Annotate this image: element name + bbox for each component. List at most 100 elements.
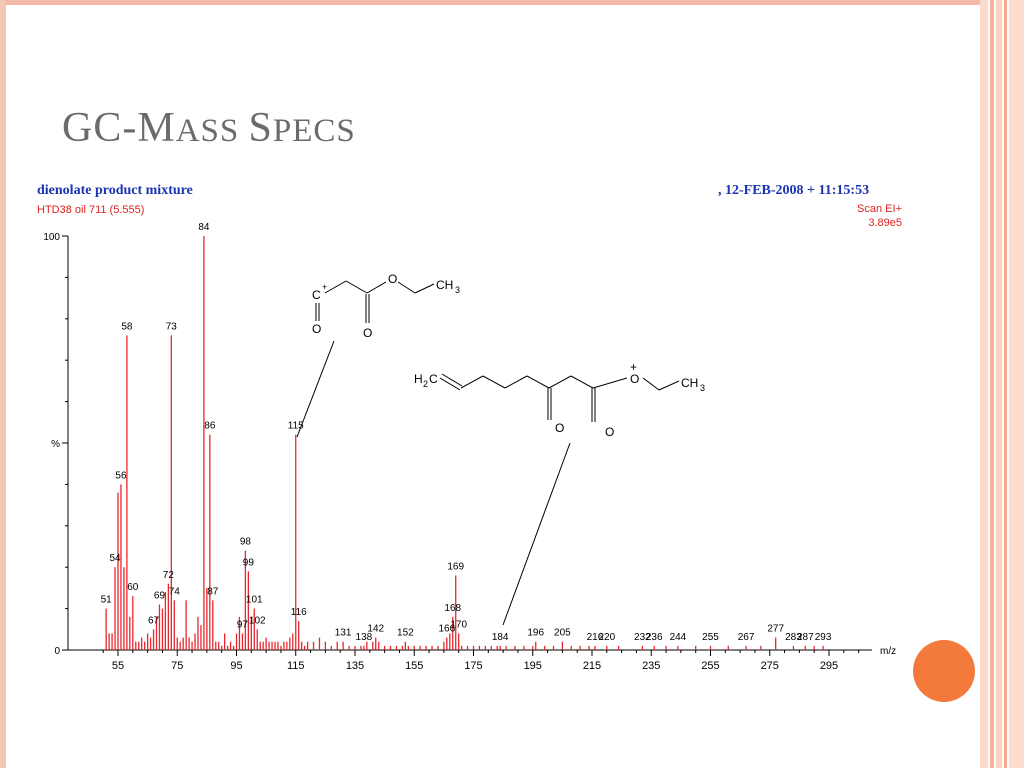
peak-label-131: 131: [335, 628, 352, 639]
peak-label-138: 138: [356, 632, 373, 643]
structure-atom-label: O: [605, 425, 614, 439]
slide-stripe: [996, 0, 1002, 768]
peak-label-205: 205: [554, 628, 571, 639]
peak-label-244: 244: [670, 632, 687, 643]
peak-label-152: 152: [397, 628, 414, 639]
x-tick-label: 95: [230, 660, 242, 672]
x-tick-label: 135: [346, 660, 364, 672]
peak-label-287: 287: [797, 632, 814, 643]
x-tick-label: 155: [405, 660, 423, 672]
chart-date: , 12-FEB-2008 + 11:15:53: [718, 183, 870, 198]
peak-label-99: 99: [243, 557, 255, 568]
x-tick-label: 295: [820, 660, 838, 672]
structure-atom-label: O: [363, 326, 372, 340]
peak-label-73: 73: [166, 321, 178, 332]
structure-atom-label: 3: [700, 383, 705, 393]
intensity-label: 3.89e5: [868, 217, 902, 229]
peak-label-56: 56: [115, 470, 127, 481]
peak-label-102: 102: [249, 615, 266, 626]
structure-atom-label: C: [429, 372, 438, 386]
x-tick-label: 275: [761, 660, 779, 672]
y-tick-label: %: [51, 439, 60, 450]
slide-stripe: [1004, 0, 1007, 768]
slide-stripe: [990, 0, 994, 768]
peak-label-267: 267: [738, 632, 755, 643]
chart-peaks: [105, 236, 824, 650]
peak-label-232: 232: [634, 632, 651, 643]
peak-label-169: 169: [447, 561, 464, 572]
structure-molecular-ion: H 2 C + O O O CH 3: [414, 360, 705, 626]
peak-label-98: 98: [240, 537, 252, 548]
structure-atom-label: 2: [423, 379, 428, 389]
slide-border-left: [0, 0, 6, 768]
structure-atom-label: O: [630, 372, 639, 386]
peak-label-166: 166: [438, 624, 455, 635]
peak-label-216: 216: [587, 632, 604, 643]
structure-atom-label: 3: [455, 285, 460, 295]
structure-atom-label: C: [312, 288, 321, 302]
peak-label-86: 86: [204, 421, 216, 432]
chart-axes: 100%055 75 95 115 135 155 175 195 215 235 255 275 29…: [43, 232, 896, 672]
peak-label-54: 54: [109, 553, 121, 564]
x-tick-label: 235: [642, 660, 660, 672]
decorative-orange-circle: [913, 640, 975, 702]
slide-title: GC-MASS SPECS: [62, 105, 356, 151]
peak-label-60: 60: [127, 582, 139, 593]
structure-acylium-fragment: C + O O O CH 3: [296, 272, 460, 438]
chart-title: dienolate product mixture: [37, 183, 193, 198]
x-tick-label: 75: [171, 660, 183, 672]
peak-label-84: 84: [198, 222, 210, 233]
peak-label-196: 196: [527, 628, 544, 639]
x-tick-label: 175: [464, 660, 482, 672]
structure-atom-label: CH: [436, 278, 453, 292]
peak-label-74: 74: [169, 586, 181, 597]
x-tick-label: 55: [112, 660, 124, 672]
peak-label-97: 97: [237, 619, 249, 630]
peak-label-277: 277: [767, 624, 784, 635]
peak-label-87: 87: [207, 586, 219, 597]
peak-label-255: 255: [702, 632, 719, 643]
peak-label-67: 67: [148, 615, 160, 626]
pointer-line-115: [296, 340, 335, 438]
chart-subtitle: HTD38 oil 711 (5.555): [37, 204, 145, 216]
peak-label-283: 283: [785, 632, 802, 643]
structure-atom-label: O: [388, 272, 397, 286]
peak-label-170: 170: [450, 619, 467, 630]
peak-label-142: 142: [367, 624, 384, 635]
x-tick-label: 215: [583, 660, 601, 672]
peak-label-184: 184: [492, 632, 509, 643]
slide-stripe: [980, 0, 988, 768]
peak-label-115: 115: [288, 421, 304, 432]
peak-label-293: 293: [815, 632, 832, 643]
peak-label-220: 220: [598, 632, 615, 643]
y-tick-label: 0: [54, 646, 60, 657]
peak-label-236: 236: [646, 632, 663, 643]
structure-charge-label: +: [322, 282, 327, 292]
x-tick-label: 115: [287, 660, 305, 672]
structure-charge-label: +: [630, 360, 637, 374]
peak-label-116: 116: [291, 607, 307, 618]
peak-label-101: 101: [246, 595, 263, 606]
pointer-line-184: [502, 442, 571, 626]
structure-bonds: [315, 280, 435, 323]
structure-bonds: [439, 373, 680, 422]
peak-label-51: 51: [101, 595, 113, 606]
y-tick-label: 100: [43, 232, 60, 243]
peak-label-58: 58: [121, 321, 133, 332]
x-tick-label: 195: [524, 660, 542, 672]
structure-atom-label: CH: [681, 376, 698, 390]
structure-atom-label: O: [312, 322, 321, 336]
x-axis-label: m/z: [880, 646, 896, 657]
scan-mode-label: Scan EI+: [857, 203, 902, 215]
structure-atom-label: O: [555, 421, 564, 435]
slide-border-top: [0, 0, 980, 5]
chart-peak-labels: 51 54 56 58 60 67 69 72 73 74 84 86 87 97 98 99 101 102 11…: [101, 222, 832, 643]
peak-label-168: 168: [444, 603, 461, 614]
slide-stripe: [1009, 0, 1024, 768]
structure-atom-label: H: [414, 372, 423, 386]
peak-label-72: 72: [163, 570, 175, 581]
x-tick-label: 255: [701, 660, 719, 672]
peak-label-69: 69: [154, 590, 166, 601]
